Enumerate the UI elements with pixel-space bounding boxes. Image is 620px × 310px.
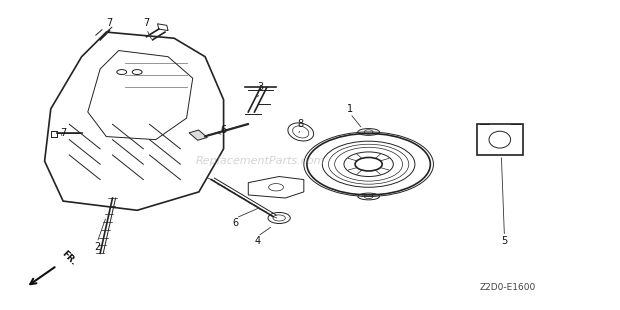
Text: 4: 4: [254, 236, 260, 246]
Text: 6: 6: [221, 126, 227, 135]
Text: 3: 3: [257, 82, 264, 92]
Text: 1: 1: [347, 104, 353, 114]
Text: FR.: FR.: [60, 249, 78, 267]
Text: 7: 7: [106, 18, 112, 28]
Text: ReplacementParts.com: ReplacementParts.com: [196, 156, 326, 166]
Text: Z2D0-E1600: Z2D0-E1600: [479, 283, 536, 292]
Text: 6: 6: [233, 218, 239, 228]
Text: 5: 5: [502, 236, 508, 246]
Text: 2: 2: [94, 242, 100, 252]
Bar: [189, 130, 207, 140]
Text: 8: 8: [298, 119, 304, 129]
Text: 7: 7: [60, 128, 66, 139]
Text: 7: 7: [143, 18, 149, 28]
